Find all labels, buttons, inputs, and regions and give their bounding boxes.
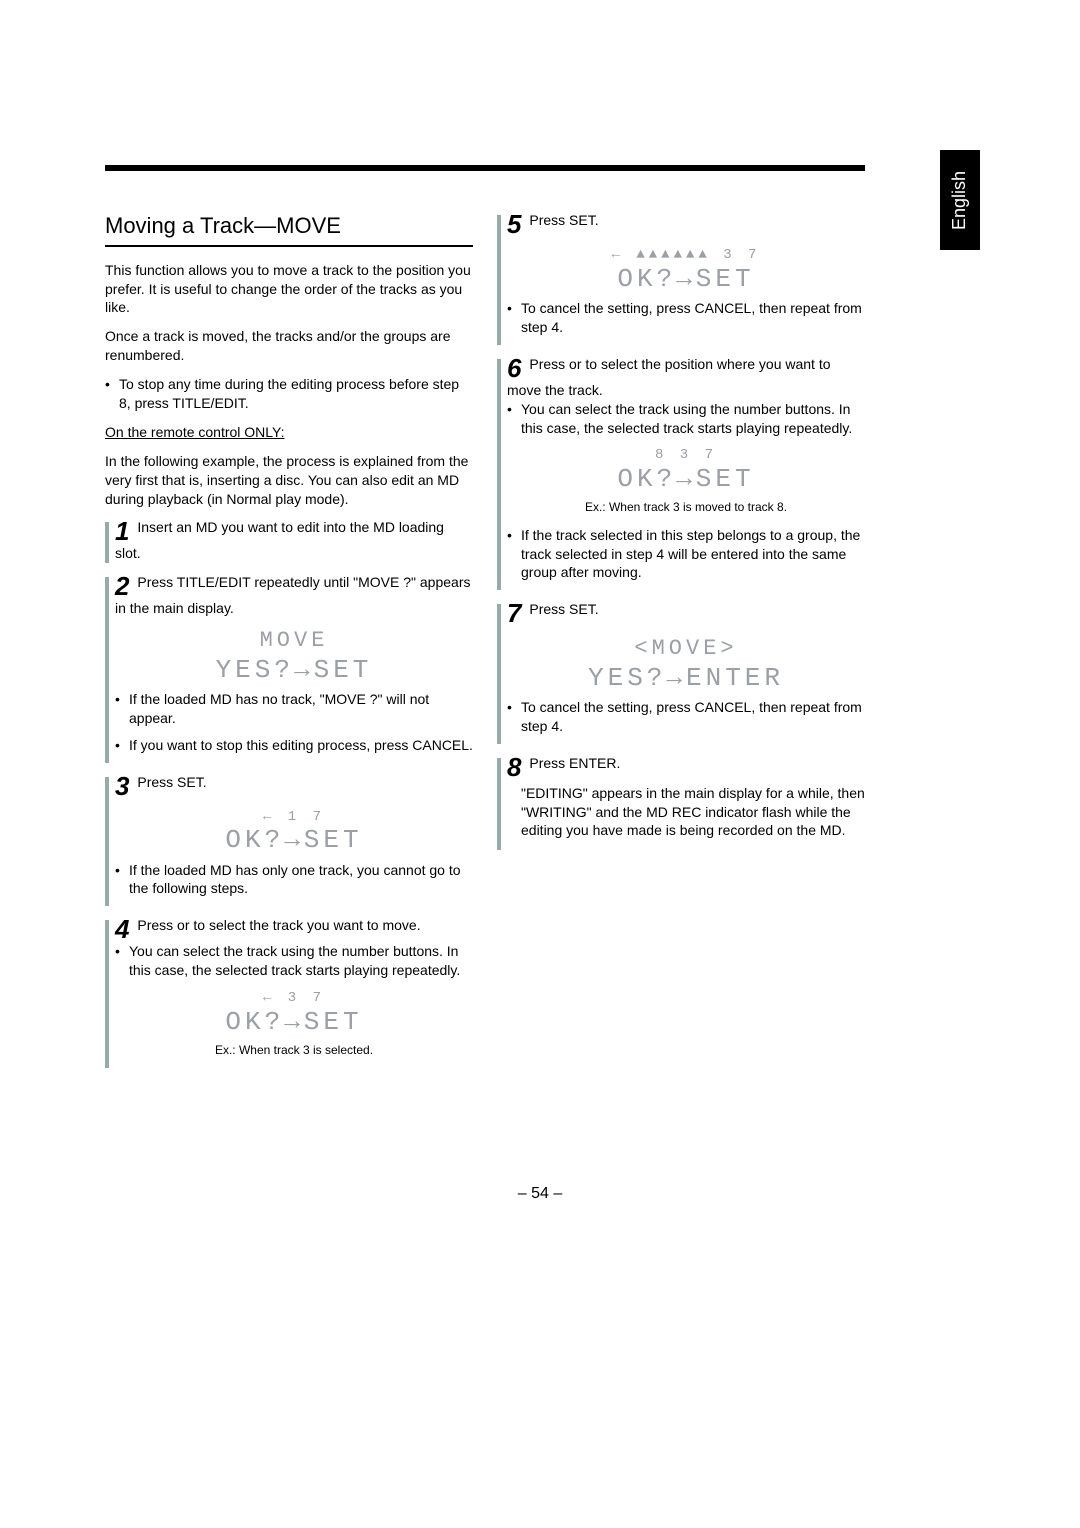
step-rail	[105, 577, 109, 762]
step-3-text: Press SET.	[137, 774, 206, 790]
step-7-note1: To cancel the setting, press CANCEL, the…	[507, 698, 865, 736]
lcd-display: ← 3 7 OK?→SET	[115, 990, 473, 1038]
top-rule	[105, 165, 865, 171]
step-3-note1: If the loaded MD has only one track, you…	[115, 861, 473, 899]
lcd-line2: OK?→SET	[115, 1007, 473, 1038]
step-1: 1 Insert an MD you want to edit into the…	[105, 518, 473, 563]
step-8-body: "EDITING" appears in the main display fo…	[507, 784, 865, 841]
step-8-text: Press ENTER.	[529, 755, 620, 771]
step-rail	[497, 604, 501, 743]
step-number: 4	[115, 916, 129, 942]
step-8: 8 Press ENTER. "EDITING" appears in the …	[497, 754, 865, 851]
step-1-text: Insert an MD you want to edit into the M…	[115, 519, 444, 561]
step-rail	[497, 215, 501, 345]
step-4-text: Press or to select the track you want to…	[137, 917, 420, 933]
lcd-line2: OK?→SET	[507, 264, 865, 295]
page-number: – 54 –	[105, 1185, 975, 1203]
language-tab: English	[940, 150, 980, 250]
step-4-caption: Ex.: When track 3 is selected.	[115, 1042, 473, 1058]
lcd-line2: YES?→ENTER	[507, 663, 865, 694]
step-2-note2: If you want to stop this editing process…	[115, 736, 473, 755]
step-6-caption: Ex.: When track 3 is moved to track 8.	[507, 499, 865, 515]
lcd-display: MOVE YES?→SET	[115, 628, 473, 686]
step-4-note1: You can select the track using the numbe…	[115, 942, 473, 980]
step-number: 2	[115, 573, 129, 599]
left-column: Moving a Track—MOVE This function allows…	[105, 211, 473, 1068]
step-6-text: Press or to select the position where yo…	[507, 356, 831, 398]
lcd-display: <MOVE> YES?→ENTER	[507, 636, 865, 694]
lcd-line2: OK?→SET	[507, 464, 865, 495]
step-rail	[105, 777, 109, 907]
step-4: 4 Press or to select the track you want …	[105, 916, 473, 1068]
step-rail	[105, 920, 109, 1068]
step-number: 6	[507, 355, 521, 381]
step-number: 8	[507, 754, 521, 780]
step-5-note1: To cancel the setting, press CANCEL, the…	[507, 299, 865, 337]
step-3: 3 Press SET. ← 1 7 OK?→SET If the loaded…	[105, 773, 473, 907]
step-rail	[105, 522, 109, 563]
step-number: 5	[507, 211, 521, 237]
step-5-text: Press SET.	[529, 212, 598, 228]
step-number: 3	[115, 773, 129, 799]
lcd-display: ← 1 7 OK?→SET	[115, 809, 473, 857]
intro-bullet: To stop any time during the editing proc…	[105, 375, 473, 413]
lcd-line2: OK?→SET	[115, 825, 473, 856]
step-2: 2 Press TITLE/EDIT repeatedly until "MOV…	[105, 573, 473, 762]
step-6-note2: If the track selected in this step belon…	[507, 526, 865, 583]
step-7-text: Press SET.	[529, 601, 598, 617]
step-7: 7 Press SET. <MOVE> YES?→ENTER To cancel…	[497, 600, 865, 743]
section-heading: Moving a Track—MOVE	[105, 211, 473, 247]
step-2-text: Press TITLE/EDIT repeatedly until "MOVE …	[115, 574, 470, 616]
step-rail	[497, 758, 501, 851]
lcd-line1: MOVE	[115, 628, 473, 654]
step-rail	[497, 359, 501, 591]
lcd-line1: ← 3 7	[115, 990, 473, 1007]
right-column: 5 Press SET. ← ▲▲▲▲▲▲ 3 7 OK?→SET To can…	[497, 211, 865, 1068]
intro-p3: In the following example, the process is…	[105, 452, 473, 509]
step-6-note1: You can select the track using the numbe…	[507, 400, 865, 438]
lcd-line1: 8 3 7	[507, 447, 865, 464]
lcd-line2: YES?→SET	[115, 655, 473, 686]
intro-p1: This function allows you to move a track…	[105, 261, 473, 318]
step-5: 5 Press SET. ← ▲▲▲▲▲▲ 3 7 OK?→SET To can…	[497, 211, 865, 345]
lcd-display: 8 3 7 OK?→SET	[507, 447, 865, 495]
lcd-line1: ← ▲▲▲▲▲▲ 3 7	[507, 247, 865, 264]
language-label: English	[950, 170, 971, 229]
lcd-display: ← ▲▲▲▲▲▲ 3 7 OK?→SET	[507, 247, 865, 295]
lcd-line1: <MOVE>	[507, 636, 865, 662]
lcd-line1: ← 1 7	[115, 809, 473, 826]
step-2-note1: If the loaded MD has no track, "MOVE ?" …	[115, 690, 473, 728]
intro-p2: Once a track is moved, the tracks and/or…	[105, 327, 473, 365]
step-6: 6 Press or to select the position where …	[497, 355, 865, 591]
step-number: 1	[115, 518, 129, 544]
remote-only-label: On the remote control ONLY:	[105, 423, 473, 442]
step-number: 7	[507, 600, 521, 626]
